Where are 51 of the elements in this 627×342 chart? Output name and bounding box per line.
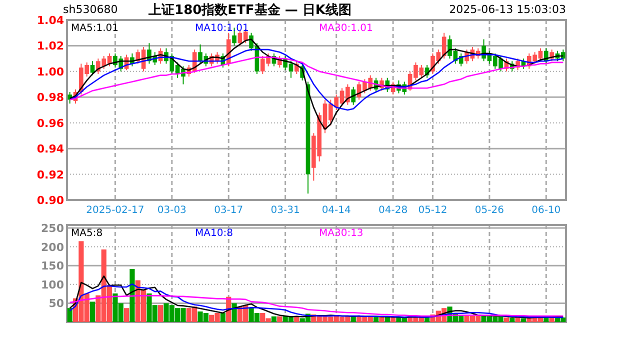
bar <box>390 317 396 322</box>
x-tick-label: 04-14 <box>322 205 351 216</box>
chart-title: 上证180指数ETF基金 — 日K线图 <box>148 3 352 18</box>
text: MA30:13 <box>319 228 364 239</box>
bar <box>424 317 430 322</box>
series-label: MA10:1.01 <box>195 23 249 34</box>
x-tick-label: 05-12 <box>418 205 448 216</box>
y-tick-label: 0.90 <box>36 194 64 207</box>
x-tick-label: 04-28 <box>378 205 408 216</box>
bar <box>232 303 237 322</box>
y-tick-label: 0.92 <box>36 168 64 182</box>
text: MA5:8 <box>71 228 103 239</box>
y-tick-label: 200 <box>41 240 64 254</box>
bar <box>373 316 379 322</box>
x-tick-label: 2025-02-17 <box>86 205 144 216</box>
y-tick-label: 150 <box>41 260 64 273</box>
x-tick-label: 03-03 <box>157 205 186 216</box>
bar <box>510 318 515 322</box>
bar <box>90 302 96 322</box>
y-tick-label: 100 <box>41 278 64 292</box>
x-tick-label: 03-31 <box>270 205 300 216</box>
x-tick-label: 06-10 <box>532 205 561 216</box>
x-tick-label: 03-17 <box>214 205 244 216</box>
y-tick-label: 1.00 <box>36 65 64 78</box>
line-series <box>69 295 564 317</box>
line-series <box>69 283 564 318</box>
text: sh530680 <box>63 3 118 16</box>
bar <box>384 317 390 322</box>
bar <box>379 317 384 322</box>
y-tick-label: 0.96 <box>36 116 64 130</box>
y-tick-label: 1.02 <box>36 40 64 53</box>
x-tick-label: 05-26 <box>474 205 504 216</box>
bar <box>515 317 520 322</box>
text: MA30:1.01 <box>319 23 373 34</box>
bar <box>504 317 510 322</box>
y-tick-label: 250 <box>41 222 64 236</box>
y-tick-label: 0.98 <box>36 91 64 104</box>
bar <box>124 308 130 322</box>
text: 2025-06-13 15:03:03 <box>449 3 566 16</box>
text: MA10:8 <box>195 228 233 239</box>
y-tick-label: 0.94 <box>36 142 64 156</box>
y-tick-label: 1.04 <box>36 14 64 27</box>
bar <box>130 268 135 322</box>
bar <box>271 316 277 322</box>
text: MA5:1.01 <box>71 23 118 34</box>
bar <box>67 308 72 322</box>
bar <box>158 305 164 322</box>
y-tick-label: 50 <box>48 297 64 310</box>
bar <box>220 312 226 322</box>
bar <box>520 318 526 322</box>
bar <box>277 316 282 322</box>
